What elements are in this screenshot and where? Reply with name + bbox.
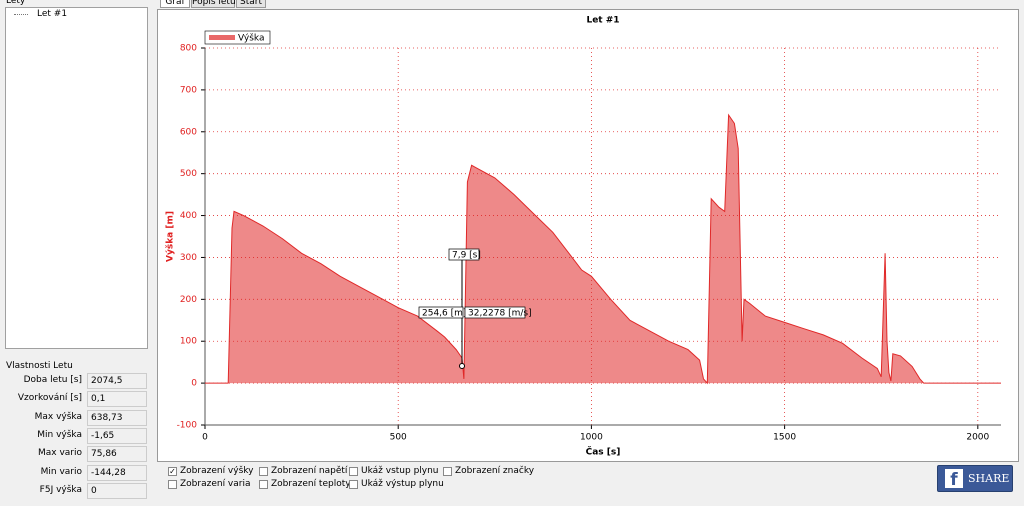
property-value: 0,1 bbox=[87, 391, 147, 408]
checkbox[interactable] bbox=[259, 480, 268, 489]
property-label: Max vario bbox=[37, 448, 82, 459]
checkbox[interactable] bbox=[349, 467, 358, 476]
checkbox[interactable]: ✓ bbox=[168, 467, 177, 476]
tab[interactable]: Graf bbox=[160, 0, 190, 8]
property-value: 2074,5 bbox=[87, 373, 147, 389]
tree-item[interactable]: Let #1 bbox=[37, 9, 68, 19]
property-label: Doba letu [s] bbox=[23, 375, 82, 385]
checkbox-label[interactable]: Ukáž vstup plynu bbox=[361, 466, 439, 476]
property-value: 638,73 bbox=[87, 409, 147, 426]
checkbox-label[interactable]: Zobrazení teploty bbox=[271, 479, 351, 489]
checkbox-label[interactable]: Zobrazení značky bbox=[455, 466, 535, 476]
property-label: Min výška bbox=[37, 429, 82, 440]
property-label: Vzorkování [s] bbox=[17, 393, 82, 404]
checkbox-label[interactable]: Ukáž výstup plynu bbox=[361, 479, 444, 489]
property-value: 75,86 bbox=[87, 446, 147, 463]
property-label: F5J výška bbox=[39, 484, 82, 495]
share-label: SHARE bbox=[968, 472, 1010, 485]
property-value: 0 bbox=[87, 482, 147, 499]
property-label: Min vario bbox=[40, 466, 82, 477]
share-icon: f bbox=[945, 469, 963, 490]
tab[interactable]: Start bbox=[236, 0, 266, 8]
checkbox[interactable] bbox=[349, 480, 358, 489]
chart-panel bbox=[157, 9, 1019, 462]
property-value: -1,65 bbox=[87, 427, 147, 444]
tree-title: Lety bbox=[6, 0, 26, 6]
tab[interactable]: Popis letu bbox=[191, 0, 236, 8]
checkbox[interactable] bbox=[443, 467, 452, 476]
properties-title: Vlastnosti Letu bbox=[6, 361, 73, 371]
checkbox[interactable] bbox=[259, 467, 268, 476]
checkbox-label[interactable]: Zobrazení varia bbox=[180, 479, 251, 489]
property-value: -144,28 bbox=[87, 464, 147, 481]
property-label: Max výška bbox=[34, 411, 82, 422]
tree-box bbox=[5, 7, 148, 349]
checkbox[interactable] bbox=[168, 480, 177, 489]
checkbox-label[interactable]: Zobrazení napětí bbox=[271, 466, 348, 476]
tree-connector bbox=[14, 14, 28, 15]
checkbox-label[interactable]: Zobrazení výšky bbox=[180, 466, 254, 476]
